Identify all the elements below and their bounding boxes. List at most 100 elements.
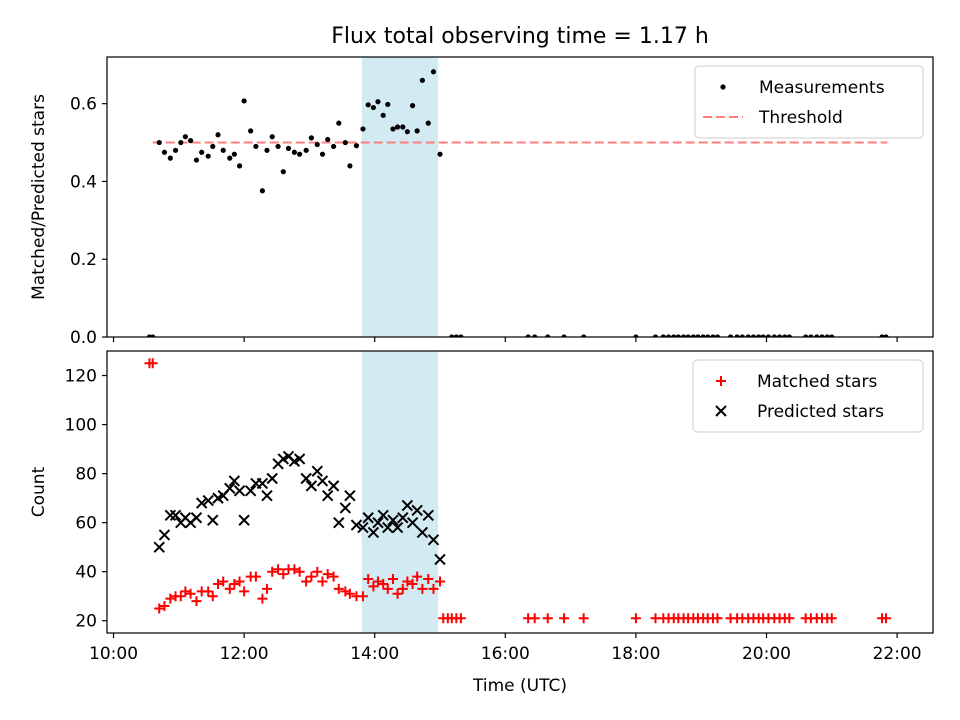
data-point	[165, 593, 176, 604]
data-point	[559, 613, 570, 624]
data-point	[182, 134, 188, 140]
legend: Measurements Threshold	[694, 65, 924, 139]
data-point	[220, 147, 226, 153]
data-point	[285, 145, 292, 151]
data-point	[449, 334, 455, 337]
x-tick-label: 18:00	[611, 644, 660, 664]
data-point	[365, 102, 371, 108]
x-tick-label: 10:00	[89, 644, 138, 664]
data-point	[175, 591, 186, 602]
data-point	[660, 334, 666, 337]
data-point	[199, 149, 205, 155]
data-point	[314, 141, 320, 148]
data-point	[256, 477, 269, 490]
data-point	[322, 569, 333, 580]
data-point	[409, 103, 416, 109]
data-point	[178, 139, 184, 146]
data-point	[236, 163, 243, 169]
data-point	[333, 583, 344, 594]
data-point	[391, 521, 404, 534]
data-point	[397, 512, 409, 524]
data-point	[714, 334, 721, 337]
y-tick-label: 20	[75, 612, 97, 632]
data-point	[159, 601, 170, 612]
data-point	[234, 576, 245, 587]
data-point	[224, 482, 236, 495]
legend-label: Matched stars	[757, 372, 877, 392]
data-point	[745, 334, 751, 337]
data-point	[372, 576, 383, 587]
data-point	[238, 514, 250, 526]
data-point	[218, 576, 229, 587]
data-point	[705, 334, 711, 337]
shaded-span	[361, 57, 439, 337]
data-point	[377, 509, 389, 522]
data-point	[202, 494, 214, 507]
data-point	[229, 578, 240, 589]
data-point	[227, 155, 233, 161]
data-point	[771, 334, 777, 337]
data-point	[297, 151, 303, 157]
data-point	[153, 541, 165, 553]
x-tick-label: 12:00	[220, 644, 269, 664]
legend-label: Threshold	[758, 108, 843, 128]
data-point	[400, 124, 406, 130]
x-tick-label: 22:00	[873, 644, 922, 664]
data-point	[581, 334, 587, 337]
data-point	[453, 334, 459, 337]
data-point	[760, 334, 766, 337]
data-point	[880, 613, 891, 624]
data-point	[205, 153, 211, 159]
data-point	[301, 576, 312, 587]
data-point	[392, 588, 403, 599]
data-point	[883, 334, 889, 337]
data-point	[185, 588, 196, 599]
data-point	[675, 334, 681, 337]
data-point	[824, 334, 830, 337]
data-point	[561, 334, 567, 337]
data-point	[382, 583, 393, 594]
data-point	[435, 576, 446, 587]
series-0	[146, 69, 889, 337]
data-point	[455, 613, 466, 624]
series-1	[153, 450, 446, 566]
data-point	[267, 566, 278, 577]
data-point	[710, 334, 716, 337]
data-point	[372, 516, 384, 529]
data-point	[191, 596, 202, 607]
data-point	[407, 578, 418, 589]
top-panel: 0.0 0.2 0.4 0.6 Matched/Predicted stars Measu…	[29, 56, 934, 348]
x-tick-label: 16:00	[481, 644, 530, 664]
data-point	[316, 475, 329, 487]
data-point	[248, 128, 254, 134]
data-point	[353, 143, 360, 149]
y-tick-label: 100	[65, 416, 97, 436]
data-point	[333, 516, 345, 529]
y-tick-label: 40	[75, 563, 97, 583]
series-0	[144, 358, 891, 624]
x-tick-label: 14:00	[350, 644, 399, 664]
y-tick-label: 0.2	[70, 250, 97, 270]
data-point	[390, 126, 396, 132]
data-point	[339, 502, 352, 514]
y-tick-label: 0.4	[70, 172, 97, 192]
data-point	[187, 138, 194, 144]
data-point	[803, 334, 809, 337]
data-point	[158, 529, 171, 541]
data-point	[294, 566, 305, 577]
data-point	[428, 583, 439, 594]
data-point	[261, 583, 272, 594]
data-point	[207, 591, 218, 602]
legend: Matched stars Predicted stars	[692, 359, 924, 433]
data-point	[327, 480, 340, 492]
data-point	[344, 588, 355, 599]
data-point	[879, 334, 885, 337]
bottom-panel: 20 40 60 80 100 120 10:00 12:00 14:00 16:00 18:00 2…	[29, 350, 934, 696]
data-point	[423, 574, 434, 585]
data-point	[280, 169, 286, 175]
data-point	[257, 593, 268, 604]
data-point	[756, 334, 762, 337]
data-point	[231, 151, 237, 157]
data-point	[269, 134, 275, 140]
data-point	[156, 139, 162, 146]
